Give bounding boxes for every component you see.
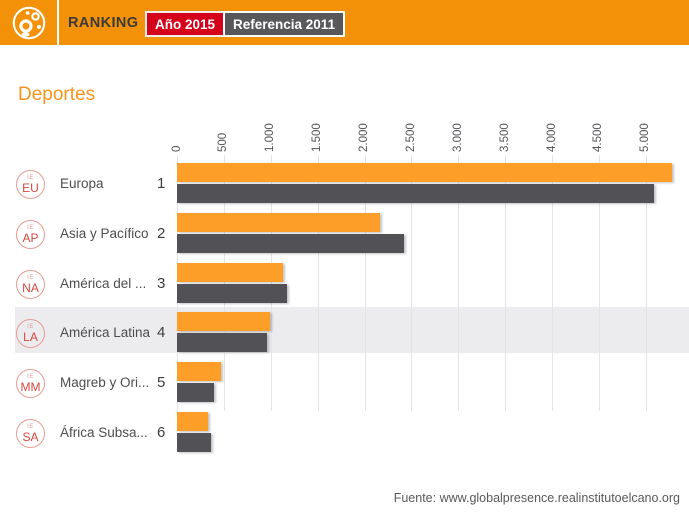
- grid-line: [223, 155, 225, 411]
- header-divider: [57, 0, 59, 45]
- bar-2015[interactable]: [177, 312, 270, 331]
- legend-badge-2015[interactable]: Año 2015: [145, 11, 226, 37]
- page-title: Deportes: [18, 84, 96, 105]
- grid-line: [270, 155, 272, 411]
- region-code: SA: [22, 429, 39, 444]
- x-tick-label: 1.500: [311, 123, 324, 152]
- badge-mini-label: IE: [27, 274, 34, 281]
- bar-2015[interactable]: [177, 163, 672, 182]
- region-label: Magreb y Ori...: [60, 375, 150, 390]
- x-tick-label: 5.000: [639, 123, 652, 152]
- grid-line: [645, 155, 647, 411]
- x-tick-label: 4.000: [545, 123, 558, 152]
- x-tick-label: 0: [170, 145, 183, 152]
- x-tick-label: 2.500: [404, 123, 417, 152]
- region-badge: IE LA: [16, 319, 45, 348]
- header-bar: RANKING Año 2015 Referencia 2011: [0, 0, 689, 45]
- grid-line: [317, 155, 319, 411]
- x-tick-label: 3.000: [451, 123, 464, 152]
- badge-mini-label: IE: [27, 224, 34, 231]
- x-tick-label: 2.000: [358, 123, 370, 152]
- region-code: EU: [22, 180, 39, 195]
- grid-line: [598, 155, 600, 411]
- region-label: América del ...: [60, 276, 147, 291]
- grid-line: [552, 155, 553, 411]
- rank-number: 2: [157, 225, 166, 242]
- grid-line: [411, 155, 413, 411]
- rank-number: 3: [157, 275, 166, 292]
- x-tick-label: 500: [217, 132, 230, 152]
- selected-row-highlight: [15, 307, 689, 353]
- region-code: LA: [23, 329, 38, 344]
- region-badge: IE AP: [16, 220, 45, 249]
- region-label: América Latina: [60, 325, 151, 340]
- grid-line: [177, 155, 178, 411]
- rank-number: 6: [157, 424, 166, 441]
- region-label: África Subsa...: [60, 425, 148, 440]
- bar-2011[interactable]: [177, 184, 655, 203]
- region-label: Asia y Pacífico: [60, 226, 149, 241]
- badge-mini-label: IE: [27, 323, 34, 330]
- badge-mini-label: IE: [27, 373, 34, 380]
- region-badge: IE NA: [16, 270, 45, 299]
- ranking-heading: RANKING: [68, 14, 139, 31]
- bar-2011[interactable]: [177, 234, 404, 253]
- x-tick-label: 1.000: [264, 123, 277, 152]
- bar-2015[interactable]: [177, 213, 380, 232]
- x-tick-label: 4.500: [592, 123, 605, 152]
- global-presence-globe-logo[interactable]: [0, 0, 57, 45]
- region-badge: IE MM: [16, 369, 45, 398]
- region-label: Europa: [60, 176, 104, 191]
- x-tick-label: 3.500: [498, 123, 511, 152]
- region-code: NA: [22, 280, 39, 295]
- bar-2011[interactable]: [177, 333, 267, 352]
- region-badge: IE EU: [16, 170, 45, 199]
- bar-2011[interactable]: [177, 284, 287, 303]
- grid-line: [364, 155, 366, 411]
- badge-mini-label: IE: [27, 423, 34, 430]
- globe-dots-icon: [12, 6, 45, 39]
- source-credit: Fuente: www.globalpresence.realinstituto…: [393, 491, 680, 505]
- bar-2015[interactable]: [177, 412, 208, 431]
- bar-2015[interactable]: [177, 263, 283, 282]
- legend-badge-2011[interactable]: Referencia 2011: [223, 11, 346, 37]
- badge-mini-label: IE: [27, 174, 34, 181]
- grid-line: [458, 155, 460, 411]
- rank-number: 1: [157, 175, 166, 192]
- region-code: AP: [22, 230, 39, 245]
- bar-2011[interactable]: [177, 383, 214, 402]
- region-code: MM: [20, 379, 41, 394]
- rank-number: 5: [157, 374, 166, 391]
- bar-2011[interactable]: [177, 433, 212, 452]
- grid-line: [505, 155, 507, 411]
- region-badge: IE SA: [16, 419, 45, 448]
- bar-2015[interactable]: [177, 362, 222, 381]
- rank-number: 4: [157, 324, 166, 341]
